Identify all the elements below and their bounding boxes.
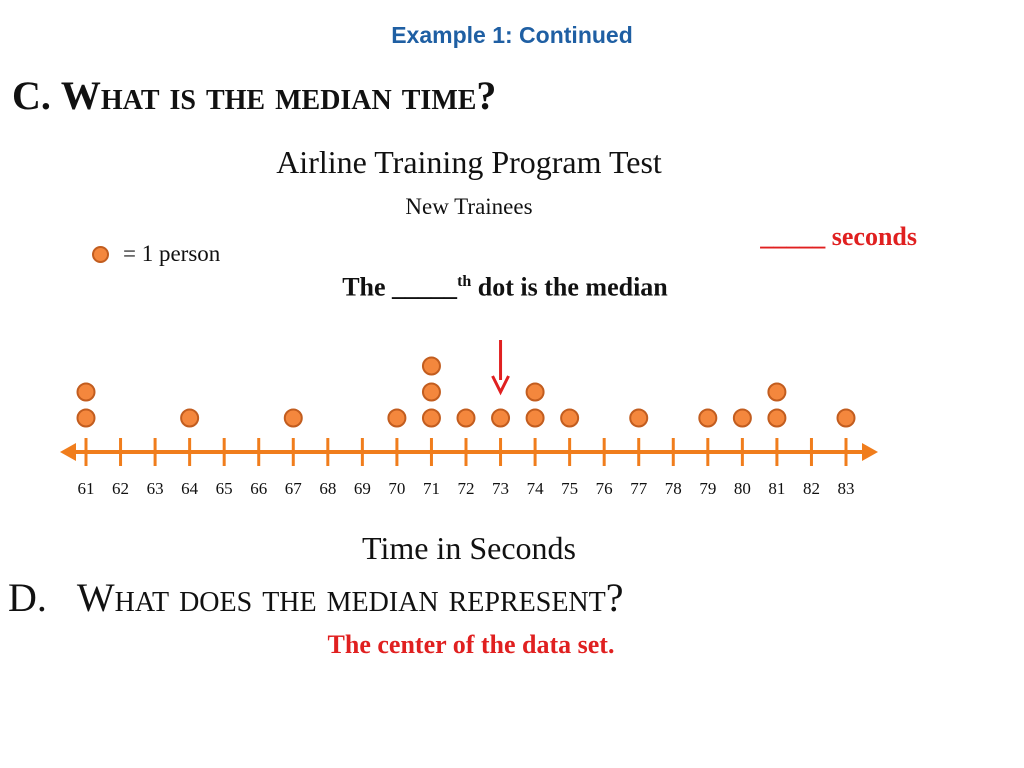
data-dot <box>76 382 96 402</box>
median-note-before: The _____ <box>342 272 458 302</box>
question-d-letter: D. <box>8 575 47 620</box>
tick-label: 77 <box>630 479 648 498</box>
data-dot <box>525 408 545 428</box>
data-dot <box>283 408 303 428</box>
tick-label: 81 <box>768 479 785 498</box>
data-dot <box>836 408 856 428</box>
question-c-text: What is the median time? <box>60 73 497 118</box>
tick-label: 68 <box>319 479 336 498</box>
tick-label: 73 <box>492 479 509 498</box>
question-c-letter: C. <box>12 73 51 118</box>
tick-label: 65 <box>216 479 233 498</box>
tick-label: 72 <box>458 479 475 498</box>
tick-label: 67 <box>285 479 303 498</box>
data-dot <box>767 382 787 402</box>
tick-label: 69 <box>354 479 371 498</box>
data-dot <box>421 382 441 402</box>
data-dot <box>76 408 96 428</box>
answer-d: The center of the data set. <box>327 630 615 659</box>
data-dot <box>525 382 545 402</box>
median-note-sup: th <box>457 273 472 290</box>
median-arrow-icon <box>491 375 510 396</box>
question-c: C. What is the median time? <box>12 72 496 119</box>
tick-label: 74 <box>527 479 545 498</box>
tick-label: 62 <box>112 479 129 498</box>
tick-label: 70 <box>388 479 405 498</box>
question-d: D. What does the median represent? <box>8 574 624 621</box>
legend-dot-icon <box>92 245 109 263</box>
x-axis-label: Time in Seconds <box>362 530 576 566</box>
data-dot <box>180 408 200 428</box>
tick-label: 63 <box>147 479 164 498</box>
data-dot <box>767 408 787 428</box>
axis-left-arrow-icon <box>60 443 76 461</box>
data-dot <box>560 408 580 428</box>
legend: = 1 person <box>92 241 220 267</box>
dot-plot: 61 62 63 64 65 66 67 68 69 70 71 72 73 74 75 76 77 78 79 80… <box>60 340 878 498</box>
tick-label: 61 <box>78 479 95 498</box>
tick-label: 79 <box>699 479 716 498</box>
tick-label: 71 <box>423 479 440 498</box>
question-d-text: What does the median represent? <box>76 575 624 620</box>
chart-subtitle: New Trainees <box>405 194 533 219</box>
tick-label: 75 <box>561 479 578 498</box>
data-dot <box>629 408 649 428</box>
data-dot <box>732 408 752 428</box>
tick-label: 80 <box>734 479 751 498</box>
chart-title: Airline Training Program Test <box>276 144 662 180</box>
data-dot <box>491 408 511 428</box>
tick-label: 76 <box>596 479 613 498</box>
data-dot <box>421 356 441 376</box>
answer-blank-seconds: _____ seconds <box>760 222 917 251</box>
legend-label: = 1 person <box>123 241 221 266</box>
tick-label: 83 <box>838 479 855 498</box>
median-note: The _____th dot is the median <box>340 265 670 305</box>
median-note-after: dot is the median <box>471 272 668 302</box>
tick-label: 78 <box>665 479 682 498</box>
axis-right-arrow-icon <box>862 443 878 461</box>
tick-label: 64 <box>181 479 199 498</box>
tick-label: 82 <box>803 479 820 498</box>
data-dot <box>698 408 718 428</box>
data-dot <box>456 408 476 428</box>
tick-label: 66 <box>250 479 267 498</box>
data-dot <box>387 408 407 428</box>
data-dot <box>421 408 441 428</box>
slide-heading: Example 1: Continued <box>391 22 633 48</box>
